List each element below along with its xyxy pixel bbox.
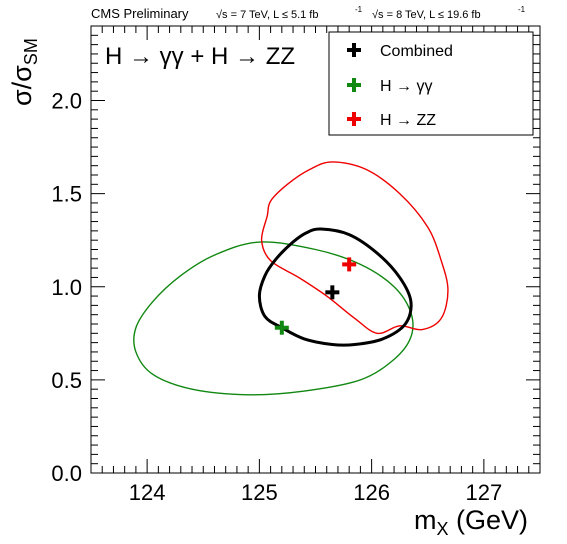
x-tick-label: 127 bbox=[466, 480, 503, 505]
x-tick-labels: 124 125 126 127 bbox=[129, 480, 502, 505]
contour-1 bbox=[133, 241, 414, 396]
y-axis-symbol: σ/σ bbox=[7, 65, 37, 106]
axis-ticks bbox=[90, 25, 541, 474]
contour-2 bbox=[260, 161, 449, 335]
contour-0 bbox=[257, 227, 413, 347]
header-lumi-7tev: √s = 7 TeV, L ≤ 5.1 fb bbox=[216, 9, 319, 21]
x-axis-title: mX (GeV) bbox=[414, 505, 528, 539]
x-tick-label: 125 bbox=[241, 480, 278, 505]
y-tick-label: 1.5 bbox=[51, 182, 82, 207]
best-fit-marker-1 bbox=[274, 320, 289, 335]
y-axis-title: σ/σSM bbox=[7, 38, 41, 106]
contours bbox=[133, 161, 449, 396]
x-axis-subscript: X bbox=[437, 519, 449, 539]
y-tick-label: 0.5 bbox=[51, 368, 82, 393]
legend-marker-1 bbox=[347, 78, 361, 92]
x-tick-label: 126 bbox=[353, 480, 390, 505]
best-fit-markers bbox=[274, 257, 357, 335]
header-lumi-8tev-exponent: -1 bbox=[518, 5, 526, 14]
legend-marker-2 bbox=[347, 112, 361, 126]
x-axis-symbol: m bbox=[414, 505, 437, 535]
y-tick-label: 1.0 bbox=[51, 275, 82, 300]
legend-label-0: Combined bbox=[380, 43, 453, 60]
x-tick-label: 124 bbox=[129, 480, 166, 505]
y-tick-label: 0.0 bbox=[51, 461, 82, 486]
header-lumi-8tev: √s = 8 TeV, L ≤ 19.6 fb bbox=[372, 9, 481, 21]
header-lumi-7tev-exponent: -1 bbox=[355, 5, 363, 14]
x-axis-unit: (GeV) bbox=[449, 505, 529, 535]
legend-box bbox=[328, 31, 534, 136]
legend: Combined H → γγ H → ZZ bbox=[328, 31, 534, 136]
best-fit-marker-0 bbox=[325, 285, 340, 300]
y-axis-subscript: SM bbox=[21, 38, 41, 65]
header-collaboration: CMS Preliminary bbox=[91, 6, 189, 21]
legend-label-1: H → γγ bbox=[380, 78, 432, 95]
best-fit-marker-2 bbox=[342, 257, 357, 272]
y-tick-label: 2.0 bbox=[51, 89, 82, 114]
y-tick-labels: 0.0 0.5 1.0 1.5 2.0 bbox=[51, 89, 82, 487]
legend-label-2: H → ZZ bbox=[380, 112, 436, 129]
legend-marker-0 bbox=[347, 43, 361, 57]
chart-title: H → γγ + H → ZZ bbox=[105, 43, 295, 70]
